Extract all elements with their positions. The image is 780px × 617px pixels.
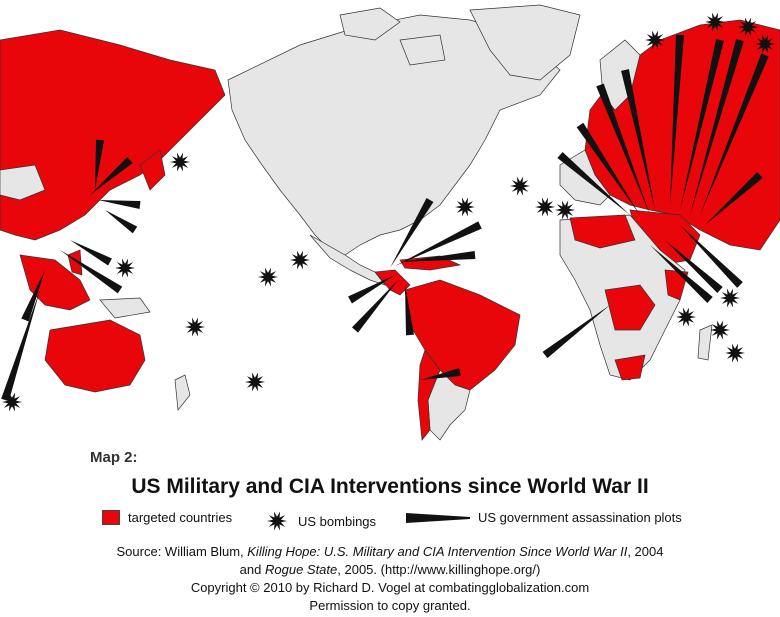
source-and: and [239, 562, 265, 577]
land-australia-targeted[interactable] [44, 319, 146, 393]
land-south-africa-targeted[interactable] [614, 354, 646, 381]
land-central-asia [0, 164, 46, 201]
legend-bombings-label: US bombings [298, 513, 377, 529]
assassination-plot-marker [70, 240, 112, 266]
map-number: Map 2: [90, 449, 138, 466]
land-new-zealand [174, 374, 191, 411]
assassination-plot-marker [557, 151, 630, 215]
land-arctic-islands [339, 7, 446, 66]
legend-targeted: targeted countries [102, 510, 232, 525]
wedge-icon [406, 512, 470, 523]
land-new-guinea [99, 297, 151, 319]
assassination-plot-marker [95, 139, 104, 190]
assassination-plot-marker [670, 34, 684, 206]
bombing-marker [738, 17, 758, 37]
assassination-plot-marker [680, 225, 743, 288]
assassination-plot-marker [705, 172, 763, 225]
land-south-america-targeted[interactable] [404, 279, 521, 391]
legend-plots-label: US government assassination plots [478, 510, 682, 525]
assassination-plot-marker [596, 83, 650, 215]
assassination-plot-marker [351, 280, 398, 333]
assassination-plot-marker [90, 156, 133, 195]
land-central-africa-targeted[interactable] [604, 284, 656, 331]
assassination-plot-marker [348, 275, 395, 304]
caption: Map 2: US Military and CIA Interventions… [0, 445, 780, 617]
assassination-plot-marker [405, 285, 414, 336]
legend-plots: US government assassination plots [406, 510, 682, 525]
land-southeast-asia-targeted[interactable] [19, 254, 91, 311]
assassination-plot-marker [98, 200, 141, 209]
land-greenland [469, 4, 581, 81]
source-credits: Source: William Blum, Killing Hope: U.S.… [0, 543, 780, 615]
assassination-plot-marker [700, 53, 769, 215]
bombing-marker [258, 267, 278, 287]
assassination-plot-marker [395, 221, 482, 266]
bombing-marker [645, 30, 665, 50]
assassination-plot-marker [1, 290, 40, 402]
bombing-marker [755, 34, 775, 54]
land-north-africa-targeted[interactable] [569, 214, 636, 249]
assassination-plot-marker [60, 250, 123, 294]
legend-targeted-label: targeted countries [128, 510, 233, 525]
assassination-plot-marker [400, 251, 476, 262]
assassination-plot-marker [650, 245, 713, 303]
bombing-marker [555, 200, 575, 220]
bombing-marker [720, 288, 740, 308]
bombing-marker [676, 307, 696, 327]
source-book-1: Killing Hope: U.S. Military and CIA Inte… [247, 544, 628, 559]
bombing-marker [2, 392, 22, 412]
land-japan-targeted[interactable] [139, 149, 166, 191]
assassination-plot-marker [420, 368, 461, 380]
assassination-plot-marker [21, 270, 45, 322]
assassination-plot-marker [576, 122, 640, 215]
assassination-plot-marker [621, 69, 655, 210]
bombing-marker [290, 250, 310, 270]
red-square-icon [102, 510, 120, 525]
bombing-marker [455, 197, 475, 217]
land-philippines-targeted[interactable] [67, 249, 83, 276]
bombing-marker [170, 152, 190, 172]
legend: targeted countries US bombings US govern… [0, 510, 780, 532]
bombing-marker [245, 372, 265, 392]
assassination-plot-marker [665, 240, 723, 293]
land-madagascar [697, 324, 713, 361]
assassination-plot-marker [105, 210, 138, 234]
bombing-marker [115, 258, 135, 278]
source-book-2: Rogue State [264, 562, 338, 577]
assassination-plot-marker [390, 197, 434, 268]
source-line-1: Source: William Blum, Killing Hope: U.S.… [0, 543, 780, 561]
bombing-marker [535, 197, 555, 217]
bombing-marker [725, 343, 745, 363]
world-map [0, 4, 780, 441]
source-line-2: and Rogue State, 2005. (http://www.killi… [0, 561, 780, 579]
land-east-asia-targeted[interactable] [0, 29, 226, 241]
bombing-marker [185, 317, 205, 337]
marker-layer [1, 12, 775, 412]
source-prefix: Source: William Blum, [116, 544, 248, 559]
bombing-marker [705, 12, 725, 32]
assassination-plot-marker [690, 38, 744, 215]
copyright-line: Copyright © 2010 by Richard D. Vogel at … [190, 580, 590, 595]
assassination-plot-marker [542, 305, 610, 359]
source-year-1: , 2004 [627, 544, 664, 559]
land-mexico [309, 234, 386, 286]
bombing-marker [510, 176, 530, 196]
map-title: US Military and CIA Interventions since … [131, 475, 649, 498]
legend-bombings: US bombings [262, 510, 376, 532]
bombing-marker [710, 320, 730, 340]
assassination-plot-marker [680, 39, 724, 210]
source-year-2: , 2005. (http://www.killinghope.org/) [337, 562, 541, 577]
starburst-icon [267, 511, 287, 531]
permission-line: Permission to copy granted. [309, 598, 471, 613]
